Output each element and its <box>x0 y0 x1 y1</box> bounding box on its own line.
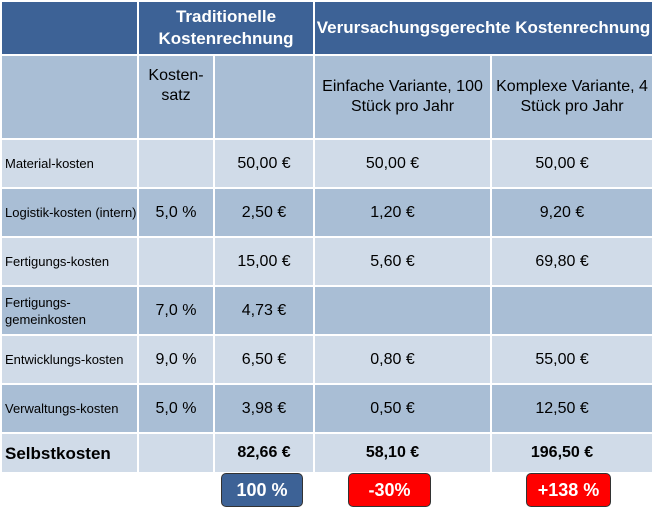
row-label: Verwaltungs-kosten <box>0 383 139 434</box>
row-label: Logistik-kosten (intern) <box>0 187 139 238</box>
badge-simple: -30% <box>348 473 431 507</box>
row-rate: 5,0 % <box>137 383 215 434</box>
header-cause: Verursachungsgerechte Kostenrechnung <box>313 0 654 56</box>
cost-comparison-table: Traditionelle Kostenrechnung Verursachun… <box>0 0 654 474</box>
header-traditional-label: Traditionelle Kostenrechnung <box>158 7 294 48</box>
total-row: Selbstkosten 82,66 € 58,10 € 196,50 € <box>0 432 654 474</box>
row-simple: 5,60 € <box>313 236 493 287</box>
total-complex: 196,50 € <box>490 432 654 474</box>
subheader-row: Kosten-satz Einfache Variante, 100 Stück… <box>0 54 654 140</box>
table-row: Material-kosten 50,00 € 50,00 € 50,00 € <box>0 138 654 189</box>
row-complex: 9,20 € <box>490 187 654 238</box>
row-trad: 3,98 € <box>212 383 316 434</box>
row-simple: 0,80 € <box>313 334 493 385</box>
row-complex: 69,80 € <box>490 236 654 287</box>
row-complex: 50,00 € <box>490 138 654 189</box>
total-simple: 58,10 € <box>313 432 493 474</box>
header-traditional: Traditionelle Kostenrechnung <box>136 0 316 56</box>
row-complex: 55,00 € <box>490 334 654 385</box>
header-empty-cell <box>0 0 139 56</box>
row-rate <box>137 236 215 287</box>
subheader-complex: Komplexe Variante, 4 Stück pro Jahr <box>490 54 654 140</box>
subheader-simple: Einfache Variante, 100 Stück pro Jahr <box>313 54 493 140</box>
row-trad: 15,00 € <box>212 236 316 287</box>
row-simple: 1,20 € <box>313 187 493 238</box>
row-complex: 12,50 € <box>490 383 654 434</box>
row-trad: 6,50 € <box>212 334 316 385</box>
row-rate: 9,0 % <box>137 334 215 385</box>
subheader-simple-label: Einfache Variante, 100 Stück pro Jahr <box>322 78 483 115</box>
row-trad: 2,50 € <box>212 187 316 238</box>
row-label: Fertigungs-gemeinkosten <box>0 285 139 336</box>
subheader-empty-cell <box>0 54 139 140</box>
total-rate-empty <box>137 432 215 474</box>
row-rate: 5,0 % <box>137 187 215 238</box>
table-body: Material-kosten 50,00 € 50,00 € 50,00 € … <box>0 138 654 474</box>
subheader-rate-label: Kosten-satz <box>148 67 204 104</box>
header-row: Traditionelle Kostenrechnung Verursachun… <box>0 0 654 56</box>
row-label: Material-kosten <box>0 138 139 189</box>
table-row: Entwicklungs-kosten 9,0 % 6,50 € 0,80 € … <box>0 334 654 385</box>
row-simple: 50,00 € <box>313 138 493 189</box>
row-rate: 7,0 % <box>137 285 215 336</box>
row-trad: 4,73 € <box>212 285 316 336</box>
row-rate <box>137 138 215 189</box>
row-simple <box>313 285 493 336</box>
subheader-complex-label: Komplexe Variante, 4 Stück pro Jahr <box>496 78 648 115</box>
total-trad: 82,66 € <box>212 432 316 474</box>
table-row: Logistik-kosten (intern) 5,0 % 2,50 € 1,… <box>0 187 654 238</box>
table-row: Fertigungs-gemeinkosten 7,0 % 4,73 € <box>0 285 654 336</box>
badge-complex: +138 % <box>526 473 611 507</box>
badge-traditional: 100 % <box>221 473 303 507</box>
row-simple: 0,50 € <box>313 383 493 434</box>
row-trad: 50,00 € <box>212 138 316 189</box>
row-label: Fertigungs-kosten <box>0 236 139 287</box>
subheader-trad-empty <box>212 54 316 140</box>
row-complex <box>490 285 654 336</box>
table-row: Verwaltungs-kosten 5,0 % 3,98 € 0,50 € 1… <box>0 383 654 434</box>
subheader-rate: Kosten-satz <box>137 54 215 140</box>
row-label: Entwicklungs-kosten <box>0 334 139 385</box>
total-label: Selbstkosten <box>0 432 139 474</box>
header-cause-label: Verursachungsgerechte Kostenrechnung <box>316 18 651 37</box>
table-row: Fertigungs-kosten 15,00 € 5,60 € 69,80 € <box>0 236 654 287</box>
